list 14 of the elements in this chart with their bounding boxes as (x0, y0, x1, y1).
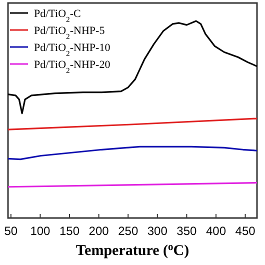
legend-label: Pd/TiO$_{2}$-C (34, 8, 81, 24)
legend-label: Pd/TiO$_{2}$-NHP-10 (34, 42, 111, 58)
x-tick-label: 250 (118, 224, 138, 238)
x-tick-label: 400 (206, 224, 226, 238)
x-axis-title: Temperature ($^{o}$C) (76, 242, 190, 259)
x-tick-label: 100 (30, 224, 51, 238)
x-tick-label: 150 (60, 224, 80, 238)
legend-label: Pd/TiO$_{2}$-NHP-20 (34, 59, 111, 74)
legend-label: Pd/TiO$_{2}$-NHP-5 (34, 25, 106, 40)
x-tick-label: 50 (4, 224, 18, 238)
x-tick-label: 350 (176, 224, 198, 238)
x-tick-label: 300 (147, 224, 168, 238)
x-tick-label: 200 (88, 224, 110, 238)
x-tick-label: 450 (235, 224, 256, 238)
